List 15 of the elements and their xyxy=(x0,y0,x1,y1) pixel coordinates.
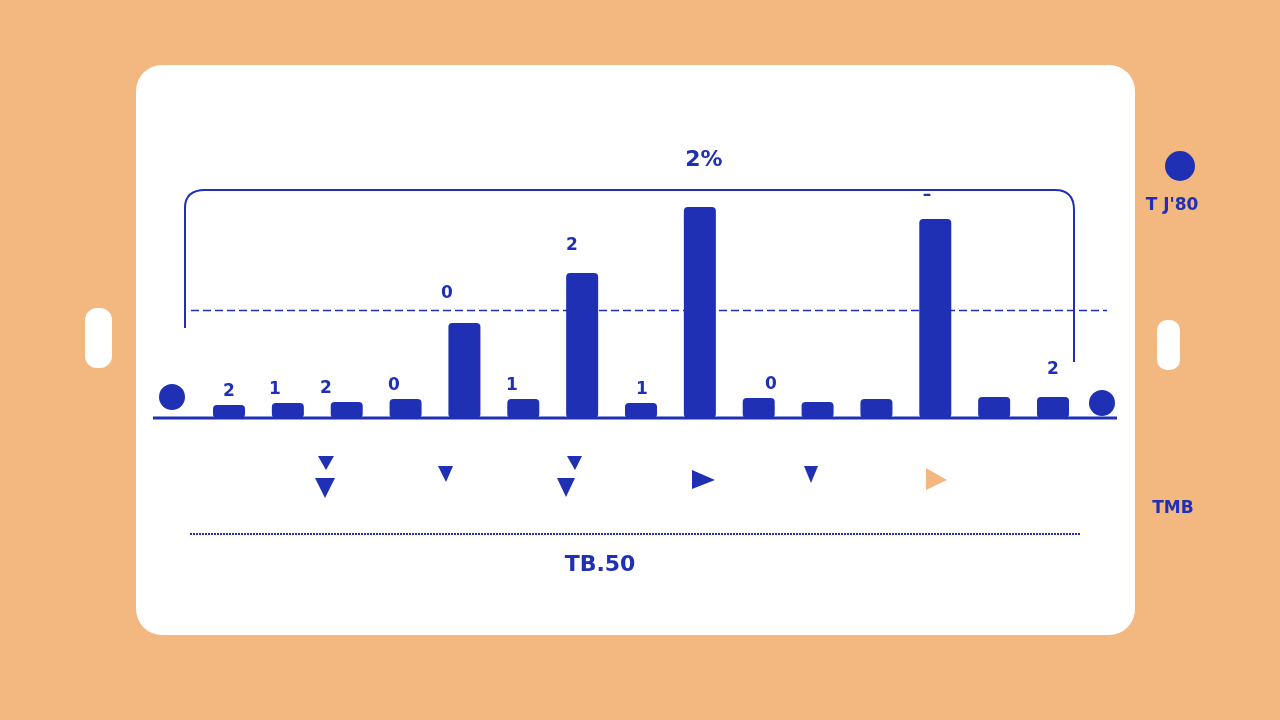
chart-title: 2% xyxy=(685,146,723,171)
text: T J'80 xyxy=(1145,194,1199,214)
annotation: 1 xyxy=(506,374,518,394)
annotation: 0 xyxy=(441,282,454,302)
annotation: 0 xyxy=(765,373,778,393)
annotation: 0 xyxy=(388,374,401,394)
annotation: 2 xyxy=(223,380,235,400)
annotation: 1 xyxy=(269,378,281,398)
annotation: 2 xyxy=(566,234,578,254)
annotation: 1 xyxy=(636,378,648,398)
text: TB.50 xyxy=(564,551,636,576)
annotation: 2 xyxy=(1047,358,1059,378)
annotation: 2 xyxy=(320,377,332,397)
text: – xyxy=(922,184,932,204)
text: TMB xyxy=(1152,497,1194,517)
